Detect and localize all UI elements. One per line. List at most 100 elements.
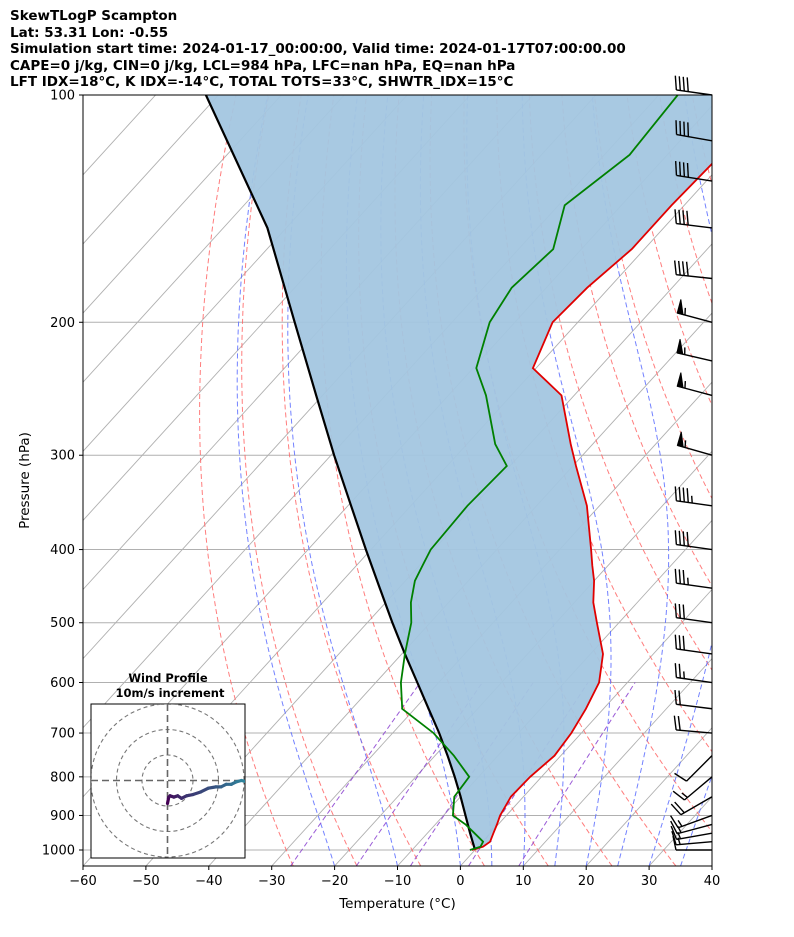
wind-barb-shaft	[676, 222, 713, 229]
x-tick-label: 0	[456, 874, 464, 889]
hodograph-title: Wind Profile	[128, 671, 208, 685]
wind-barb-shaft	[683, 776, 713, 801]
wind-barb-shaft	[676, 832, 713, 841]
wind-barb	[676, 339, 713, 362]
moist-adiabat	[680, 774, 712, 866]
wind-barb-full	[675, 120, 678, 135]
x-tick-label: 10	[515, 874, 532, 889]
wind-barb-half	[690, 495, 693, 504]
x-tick-label: −40	[195, 874, 222, 889]
moist-adiabat	[591, 95, 670, 866]
moist-adiabat	[521, 95, 612, 866]
wind-barb-full	[686, 77, 689, 92]
wind-barb-full	[686, 210, 689, 226]
wind-barb-half	[687, 577, 689, 585]
dry-adiabat	[241, 95, 358, 866]
wind-barb	[674, 75, 713, 96]
wind-barb-full	[683, 121, 686, 136]
isotherm-line	[460, 588, 712, 866]
wind-barb	[669, 814, 713, 829]
wind-barb	[675, 120, 713, 142]
hodograph-trace-segment	[244, 781, 245, 783]
wind-barb-shaft	[677, 814, 713, 829]
dry-adiabat	[561, 95, 712, 588]
y-tick-label: 600	[50, 676, 75, 691]
location-line: Lat: 53.31 Lon: -0.55	[10, 24, 169, 41]
y-tick-label: 900	[50, 809, 75, 824]
isotherm-line	[83, 95, 282, 314]
wind-barb-shaft	[676, 543, 713, 551]
wind-barb	[674, 209, 713, 229]
moist-adiabat	[711, 864, 712, 866]
wind-barb-full	[674, 530, 678, 545]
wind-barb-full	[687, 122, 690, 137]
x-tick-label: −10	[384, 874, 411, 889]
isotherm-line	[711, 865, 712, 866]
x-tick-label: 40	[704, 874, 721, 889]
wind-barb	[673, 715, 713, 734]
title-block: SkewTLogP Scampton Lat: 53.31 Lon: -0.55…	[10, 8, 626, 91]
wind-barb-shaft	[676, 500, 713, 507]
wind-barb-flag	[676, 339, 684, 355]
isotherm-line	[83, 95, 219, 245]
wind-barb-shaft	[676, 729, 713, 734]
moist-adiabat	[648, 95, 712, 866]
wind-barb-full	[682, 531, 685, 546]
x-tick-label: −20	[321, 874, 348, 889]
moist-adiabat	[287, 95, 398, 866]
wind-barb	[674, 603, 713, 624]
wind-barb-full	[682, 604, 685, 619]
wind-barb-full	[670, 803, 682, 816]
wind-barb-full	[669, 815, 679, 829]
wind-barb-shaft	[676, 676, 713, 684]
wind-barb	[673, 260, 713, 280]
wind-barb	[674, 161, 713, 182]
wind-barb	[674, 755, 713, 782]
hodograph-inner	[91, 704, 245, 858]
wind-barb	[674, 663, 713, 684]
dry-adiabat	[528, 95, 712, 671]
hodograph-trace-segment	[239, 778, 245, 784]
y-tick-label: 700	[50, 727, 75, 742]
wind-barb-full	[678, 690, 681, 705]
wind-barb	[676, 299, 713, 323]
wind-barb-full	[682, 76, 685, 92]
wind-barb	[674, 486, 713, 507]
wind-barb-full	[674, 486, 678, 501]
x-tick-label: −50	[132, 874, 159, 889]
wind-barb-full	[678, 603, 682, 619]
wind-barb-full	[678, 635, 682, 650]
wind-barb-full	[686, 531, 689, 547]
x-tick-label: 20	[578, 874, 595, 889]
wind-barb-full	[674, 690, 677, 705]
wind-barb-flag	[676, 372, 684, 389]
dry-adiabat	[790, 95, 794, 866]
wind-barb-full	[682, 487, 685, 502]
isotherm-line	[585, 727, 712, 866]
dry-adiabat	[691, 95, 712, 187]
wind-barb-full	[678, 530, 682, 546]
indices-line-1: CAPE=0 j/kg, CIN=0 j/kg, LCL=984 hPa, LF…	[10, 57, 516, 74]
wind-barb-full	[681, 261, 685, 276]
mixing-ratio-line	[290, 682, 421, 866]
temperature-line	[471, 162, 712, 851]
y-tick-label: 200	[50, 316, 75, 331]
parcel-profile-line	[204, 95, 477, 851]
x-tick-label: 30	[641, 874, 658, 889]
wind-barb-full	[678, 569, 682, 584]
wind-barb-half	[681, 792, 688, 798]
isotherm-line	[271, 381, 712, 866]
wind-barb-full	[677, 715, 681, 731]
wind-barb-flag	[676, 299, 684, 316]
wind-barb-shaft	[676, 89, 713, 96]
wind-barb-full	[674, 568, 678, 584]
time-line: Simulation start time: 2024-01-17_00:00:…	[10, 41, 626, 58]
dry-adiabat	[199, 95, 294, 866]
wind-barb-full	[671, 830, 677, 846]
moist-adiabat	[236, 95, 336, 866]
wind-barb-full	[673, 260, 677, 275]
y-tick-label: 800	[50, 770, 75, 785]
wind-barb-full	[679, 120, 682, 136]
wind-barb-shaft	[676, 841, 713, 846]
